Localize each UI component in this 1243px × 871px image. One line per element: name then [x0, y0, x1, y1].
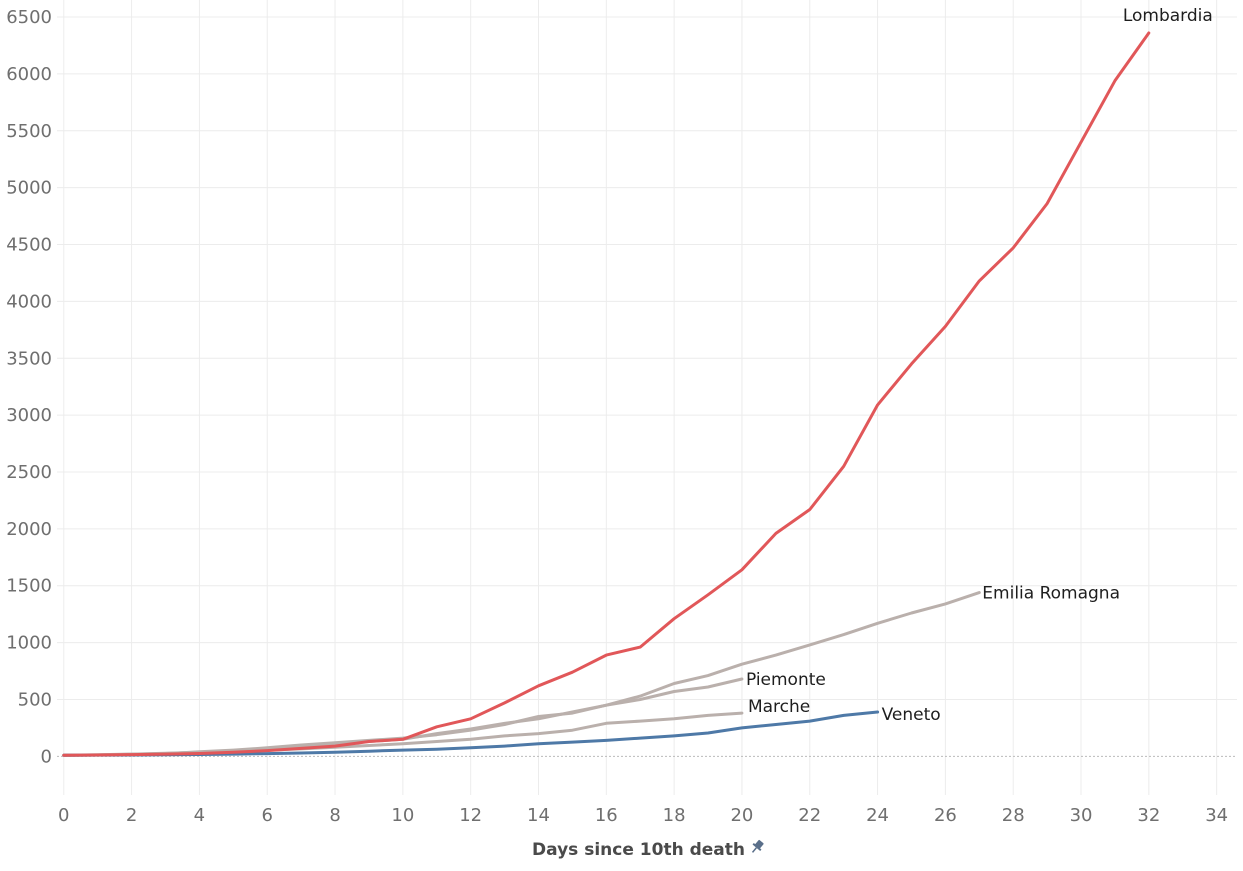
y-tick-label: 3000 [6, 405, 52, 426]
y-tick-label: 3500 [6, 348, 52, 369]
x-tick-label: 24 [866, 805, 889, 826]
x-tick-label: 20 [730, 805, 753, 826]
x-tick-label: 34 [1205, 805, 1228, 826]
series-label: Marche [748, 697, 810, 717]
pin-icon[interactable] [749, 838, 766, 855]
x-axis-ticks: 0 2 4 6 8 10 12 14 16 18 20 22 24 26 28 30 32 34 [58, 805, 1228, 826]
series-line-emilia-romagna[interactable] [62, 591, 981, 757]
x-tick-label: 22 [798, 805, 821, 826]
series-labels: Emilia Romagna Piemonte Marche Veneto Lombar… [746, 6, 1213, 725]
x-tick-label: 4 [194, 805, 205, 826]
series-label: Veneto [882, 705, 941, 725]
x-tick-label: 18 [663, 805, 686, 826]
y-tick-label: 4500 [6, 235, 52, 256]
series-line-lombardia[interactable] [62, 31, 1151, 757]
x-tick-label: 6 [262, 805, 273, 826]
x-axis-title[interactable]: Days since 10th death [532, 840, 745, 860]
x-tick-label: 32 [1137, 805, 1160, 826]
grid-lines [57, 0, 1237, 795]
y-tick-label: 2000 [6, 519, 52, 540]
y-tick-label: 6500 [6, 7, 52, 28]
y-tick-label: 0 [41, 746, 52, 767]
x-tick-label: 12 [459, 805, 482, 826]
y-tick-label: 5000 [6, 178, 52, 199]
series-label: Emilia Romagna [982, 584, 1120, 604]
series-label: Lombardia [1123, 6, 1213, 26]
x-tick-label: 28 [1002, 805, 1025, 826]
x-tick-label: 0 [58, 805, 69, 826]
y-tick-label: 6000 [6, 64, 52, 85]
series-label: Piemonte [746, 670, 826, 690]
x-tick-label: 16 [595, 805, 618, 826]
x-tick-label: 26 [934, 805, 957, 826]
y-axis-ticks: 0 500 1000 1500 2000 2500 3000 3500 4000 4500 5000… [6, 7, 52, 767]
x-tick-label: 2 [126, 805, 137, 826]
x-tick-label: 30 [1070, 805, 1093, 826]
x-tick-label: 14 [527, 805, 550, 826]
y-tick-label: 500 [18, 689, 52, 710]
y-tick-label: 4000 [6, 291, 52, 312]
y-tick-label: 2500 [6, 462, 52, 483]
series-lines [62, 31, 1151, 757]
x-tick-label: 8 [329, 805, 340, 826]
x-tick-label: 10 [391, 805, 414, 826]
y-tick-label: 5500 [6, 121, 52, 142]
x-axis-title-group[interactable]: Days since 10th death [532, 838, 765, 860]
y-tick-label: 1500 [6, 576, 52, 597]
y-tick-label: 1000 [6, 633, 52, 654]
